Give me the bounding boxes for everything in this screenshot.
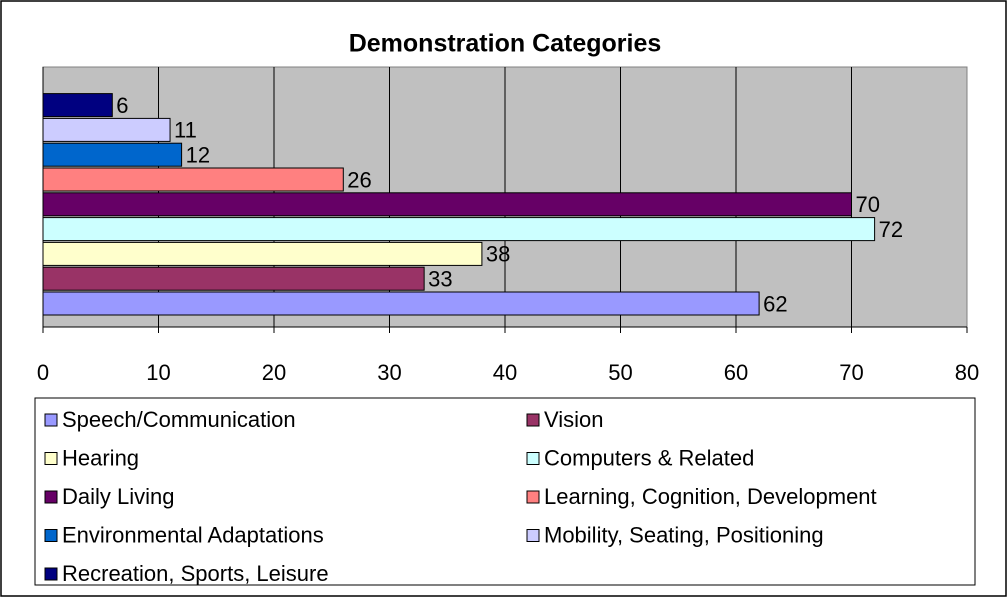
x-tick-label: 30 [377, 360, 401, 385]
legend-label: Speech/Communication [62, 407, 296, 432]
x-tick-label: 0 [37, 360, 49, 385]
bar [42, 117, 171, 142]
legend-label: Mobility, Seating, Positioning [544, 522, 824, 547]
bar [42, 217, 876, 242]
data-label: 12 [186, 143, 210, 168]
data-label: 38 [486, 242, 510, 267]
data-label: 70 [856, 192, 880, 217]
x-tick-label: 80 [955, 360, 979, 385]
legend-label: Environmental Adaptations [62, 522, 324, 547]
data-label: 6 [116, 93, 128, 118]
x-tick-label: 40 [493, 360, 517, 385]
bar [42, 142, 183, 167]
data-label: 62 [763, 291, 787, 316]
bar [42, 241, 483, 266]
legend-label: Daily Living [62, 484, 175, 509]
data-label: 72 [879, 217, 903, 242]
x-tick-label: 20 [262, 360, 286, 385]
bar [42, 291, 760, 316]
legend-label: Learning, Cognition, Development [544, 484, 877, 509]
legend-swatch [44, 529, 58, 542]
data-label: 11 [174, 118, 197, 143]
data-label: 33 [428, 267, 452, 292]
bar [42, 167, 344, 192]
legend-swatch [526, 413, 540, 427]
legend-swatch [44, 413, 58, 427]
bar [42, 93, 113, 118]
x-tick-label: 70 [839, 360, 863, 385]
legend [34, 397, 976, 586]
bar [42, 266, 425, 291]
bar [42, 192, 852, 217]
x-tick-label: 50 [608, 360, 632, 385]
legend-label: Computers & Related [544, 445, 754, 470]
x-tick-label: 10 [146, 360, 170, 385]
legend-swatch [44, 490, 58, 504]
legend-label: Hearing [62, 445, 139, 470]
legend-label: Vision [544, 407, 604, 432]
x-tick-label: 60 [724, 360, 748, 385]
legend-swatch [526, 490, 540, 504]
legend-label: Recreation, Sports, Leisure [62, 561, 329, 586]
data-label: 26 [347, 167, 371, 192]
legend-swatch [526, 452, 540, 465]
legend-swatch [526, 529, 540, 542]
legend-swatch [44, 567, 58, 581]
chart-title: Demonstration Categories [349, 30, 662, 58]
legend-swatch [44, 452, 58, 465]
